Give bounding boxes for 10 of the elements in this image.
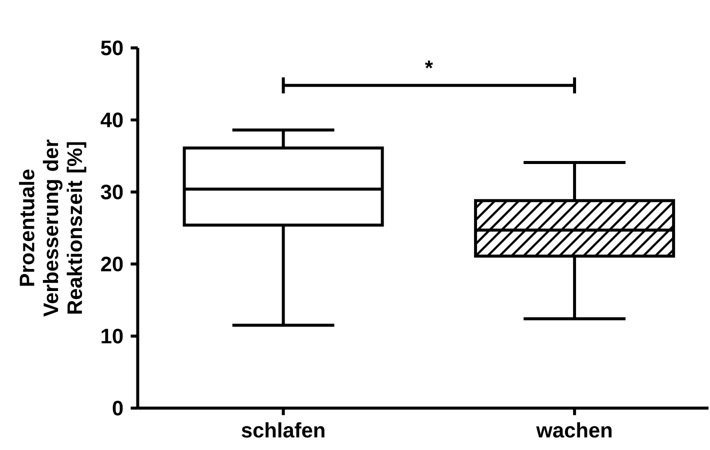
y-tick-label: 10 bbox=[102, 328, 123, 344]
x-tick-label: schlafen bbox=[242, 422, 324, 438]
y-tick-label: 50 bbox=[100, 40, 123, 56]
annotation: * bbox=[424, 60, 433, 68]
y-tick-label: 30 bbox=[100, 184, 123, 200]
x-tick-label: wachen bbox=[536, 422, 612, 438]
y-tick-label: 0 bbox=[112, 400, 123, 416]
y-axis-title: Prozentuale Verbesserung der Reaktionszeit [%] bbox=[19, 140, 86, 317]
y-tick-label: 20 bbox=[101, 256, 123, 272]
y-tick-label: 40 bbox=[100, 112, 123, 128]
